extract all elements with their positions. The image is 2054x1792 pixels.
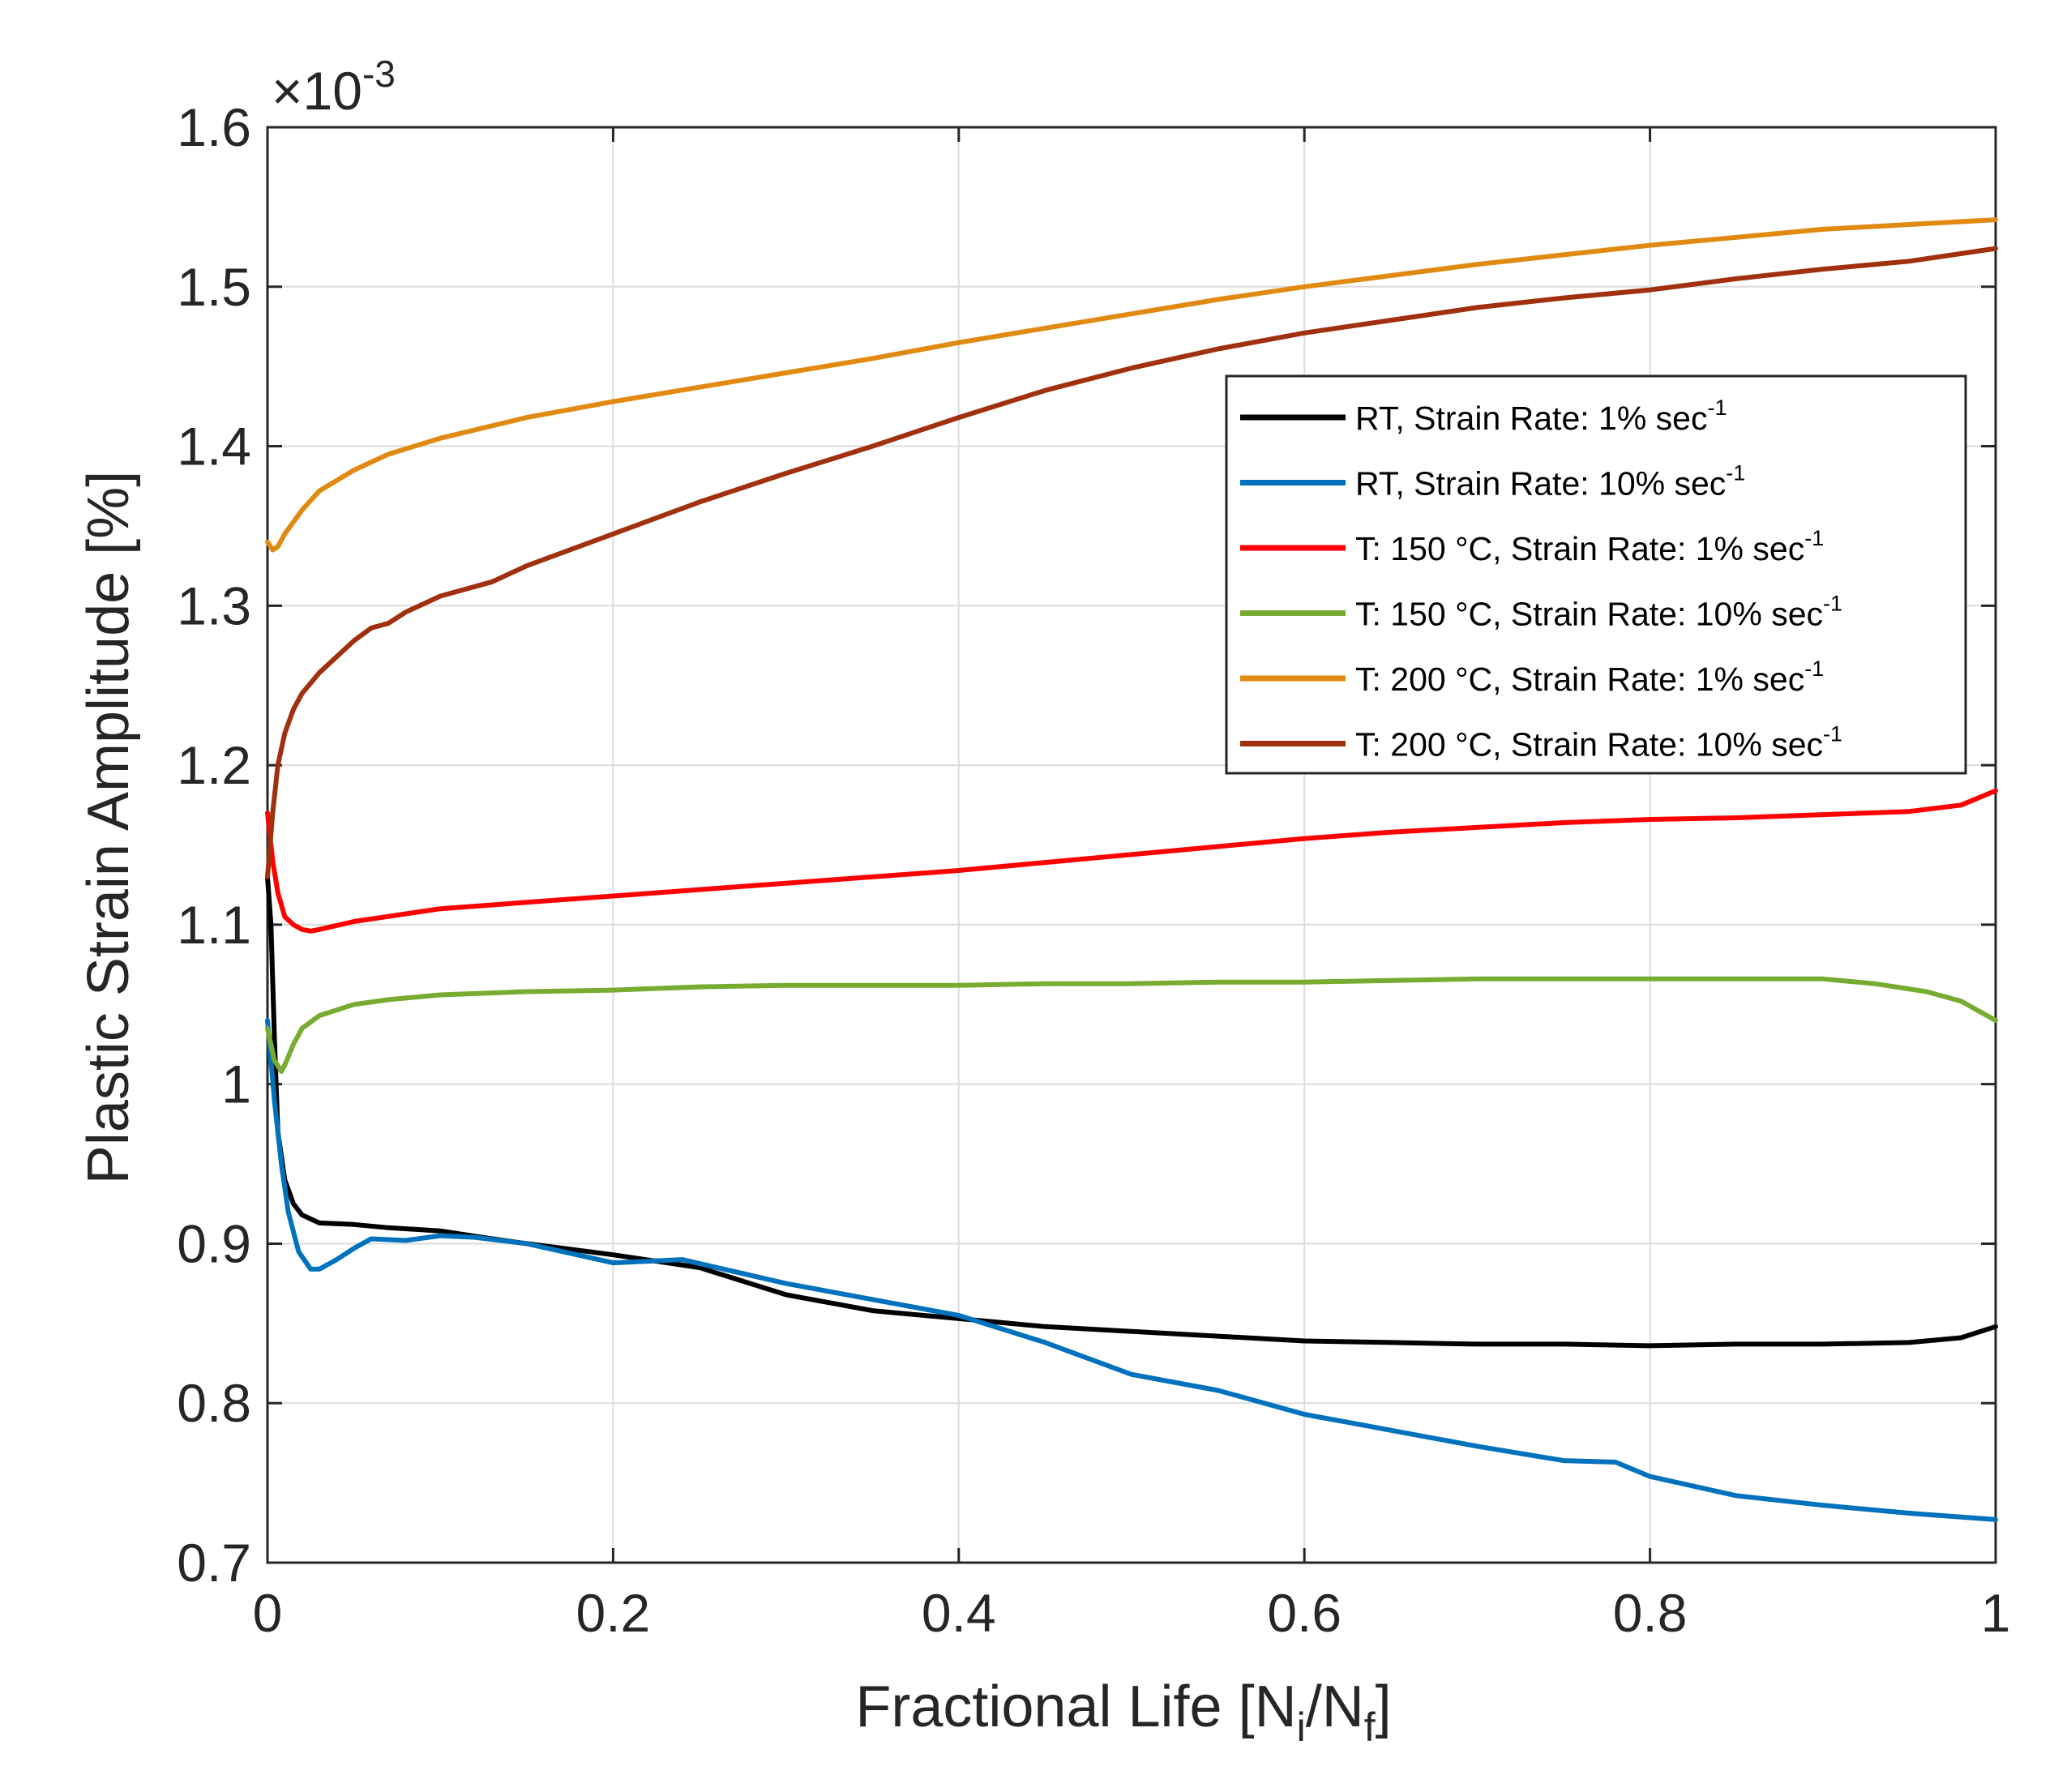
axis-ticks: 0 0.2 0.4 0.6 0.8 1 0.7 0.8 0.9 1 1.1 1.2 1.3 1.4 1.5 1… — [177, 97, 2010, 1643]
y-tick-label: 1.3 — [177, 575, 251, 635]
legend-label-2: RT, Strain Rate: 10% sec-1 — [1355, 461, 1745, 503]
series-lines — [265, 217, 1998, 1522]
series-line-6 — [265, 246, 1998, 879]
x-tick-label: 0.6 — [1267, 1583, 1342, 1643]
x-axis-title-mid: /N — [1306, 1674, 1364, 1739]
y-tick-label: 1.1 — [177, 895, 251, 955]
x-axis-title-end: ] — [1376, 1674, 1392, 1739]
x-axis-title: Fractional Life [Ni/Nf] — [855, 1674, 1391, 1750]
x-axis-title-sub-f: f — [1364, 1704, 1376, 1750]
series-line-5 — [265, 217, 1998, 553]
x-tick-label: 0.4 — [922, 1583, 996, 1643]
series-line-2 — [265, 1018, 1998, 1522]
x-tick-label: 0.8 — [1613, 1583, 1688, 1643]
x-axis-title-sub-i: i — [1297, 1704, 1306, 1750]
y-tick-label: 1.5 — [177, 257, 251, 317]
legend-box — [1225, 374, 1967, 775]
series-line-4 — [265, 976, 1998, 1074]
y-tick-label: 0.9 — [177, 1213, 251, 1273]
series-line-3 — [265, 788, 1998, 934]
y-tick-label: 1 — [221, 1054, 251, 1114]
y-axis-multiplier-exponent: -3 — [362, 53, 396, 95]
legend-label-6: T: 200 °C, Strain Rate: 10% sec-1 — [1355, 722, 1842, 763]
grid — [267, 126, 1996, 1563]
legend-label-3: T: 150 °C, Strain Rate: 1% sec-1 — [1355, 526, 1824, 567]
x-tick-label: 1 — [1981, 1583, 2011, 1643]
y-tick-label: 1.4 — [177, 417, 251, 477]
legend: RT, Strain Rate: 1% sec-1 RT, Strain Rate… — [1225, 374, 1967, 775]
x-tick-label: 0.2 — [576, 1583, 651, 1643]
series-line-1 — [265, 874, 1998, 1349]
x-axis-title-main: Fractional Life [N — [855, 1674, 1296, 1739]
y-axis-multiplier-base: ×10 — [272, 61, 362, 121]
y-tick-label: 0.8 — [177, 1373, 251, 1433]
y-tick-label: 1.6 — [177, 97, 251, 157]
legend-label-1: RT, Strain Rate: 1% sec-1 — [1355, 396, 1727, 437]
y-axis-multiplier: ×10-3 — [272, 53, 396, 121]
y-axis-title: Plastic Strain Amplitude [%] — [76, 471, 141, 1184]
legend-label-5: T: 200 °C, Strain Rate: 1% sec-1 — [1355, 656, 1824, 698]
legend-label-4: T: 150 °C, Strain Rate: 10% sec-1 — [1355, 592, 1842, 633]
plot-area-frame — [266, 126, 1997, 1564]
y-tick-label: 0.7 — [177, 1533, 251, 1593]
x-tick-label: 0 — [253, 1583, 283, 1643]
y-tick-label: 1.2 — [177, 735, 251, 795]
